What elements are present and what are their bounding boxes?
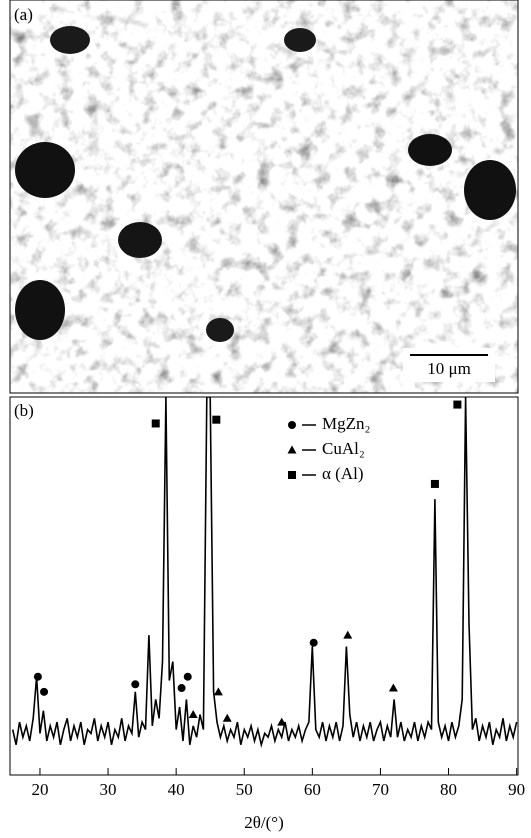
phase-marker: [309, 638, 318, 647]
scale-bar-box: [403, 348, 495, 382]
phase-marker: [183, 672, 192, 681]
phase-marker: [40, 687, 49, 696]
x-tick-label: 20: [31, 780, 48, 799]
x-tick-label: 90: [508, 780, 525, 799]
x-tick-label: 50: [236, 780, 253, 799]
phase-marker: [453, 400, 462, 409]
x-tick-label: 80: [440, 780, 457, 799]
phase-marker: [222, 713, 232, 722]
phase-marker: [213, 687, 223, 696]
plot-frame: [9, 396, 519, 776]
phase-marker: [212, 415, 221, 424]
x-tick-label: 60: [304, 780, 321, 799]
x-tick-label: 70: [372, 780, 389, 799]
phase-marker: [277, 717, 287, 726]
panel-label: (a): [14, 5, 33, 24]
phase-marker: [131, 680, 140, 689]
phase-marker: [188, 710, 198, 719]
x-axis-label: 2θ/(°): [244, 813, 284, 832]
phase-marker: [430, 479, 439, 488]
legend-symbol: [288, 471, 296, 479]
legend-label: α (Al): [322, 464, 363, 483]
micrograph-frame: [9, 0, 519, 394]
phase-marker: [151, 419, 160, 428]
x-tick-label: 40: [168, 780, 185, 799]
panel-label: (b): [14, 401, 34, 420]
legend-label: MgZn₂: [322, 414, 370, 433]
x-tick-label: 30: [100, 780, 117, 799]
phase-marker: [388, 683, 398, 692]
legend-symbol: [288, 421, 296, 429]
micrograph: [10, 0, 518, 393]
xrd-line: [11, 397, 518, 748]
phase-marker: [33, 672, 42, 681]
phase-marker: [177, 684, 186, 693]
legend-symbol: [287, 445, 297, 454]
phase-marker: [343, 630, 353, 639]
legend-label: CuAl₂: [322, 439, 365, 458]
scale-bar-label: 10 μm: [427, 359, 471, 378]
